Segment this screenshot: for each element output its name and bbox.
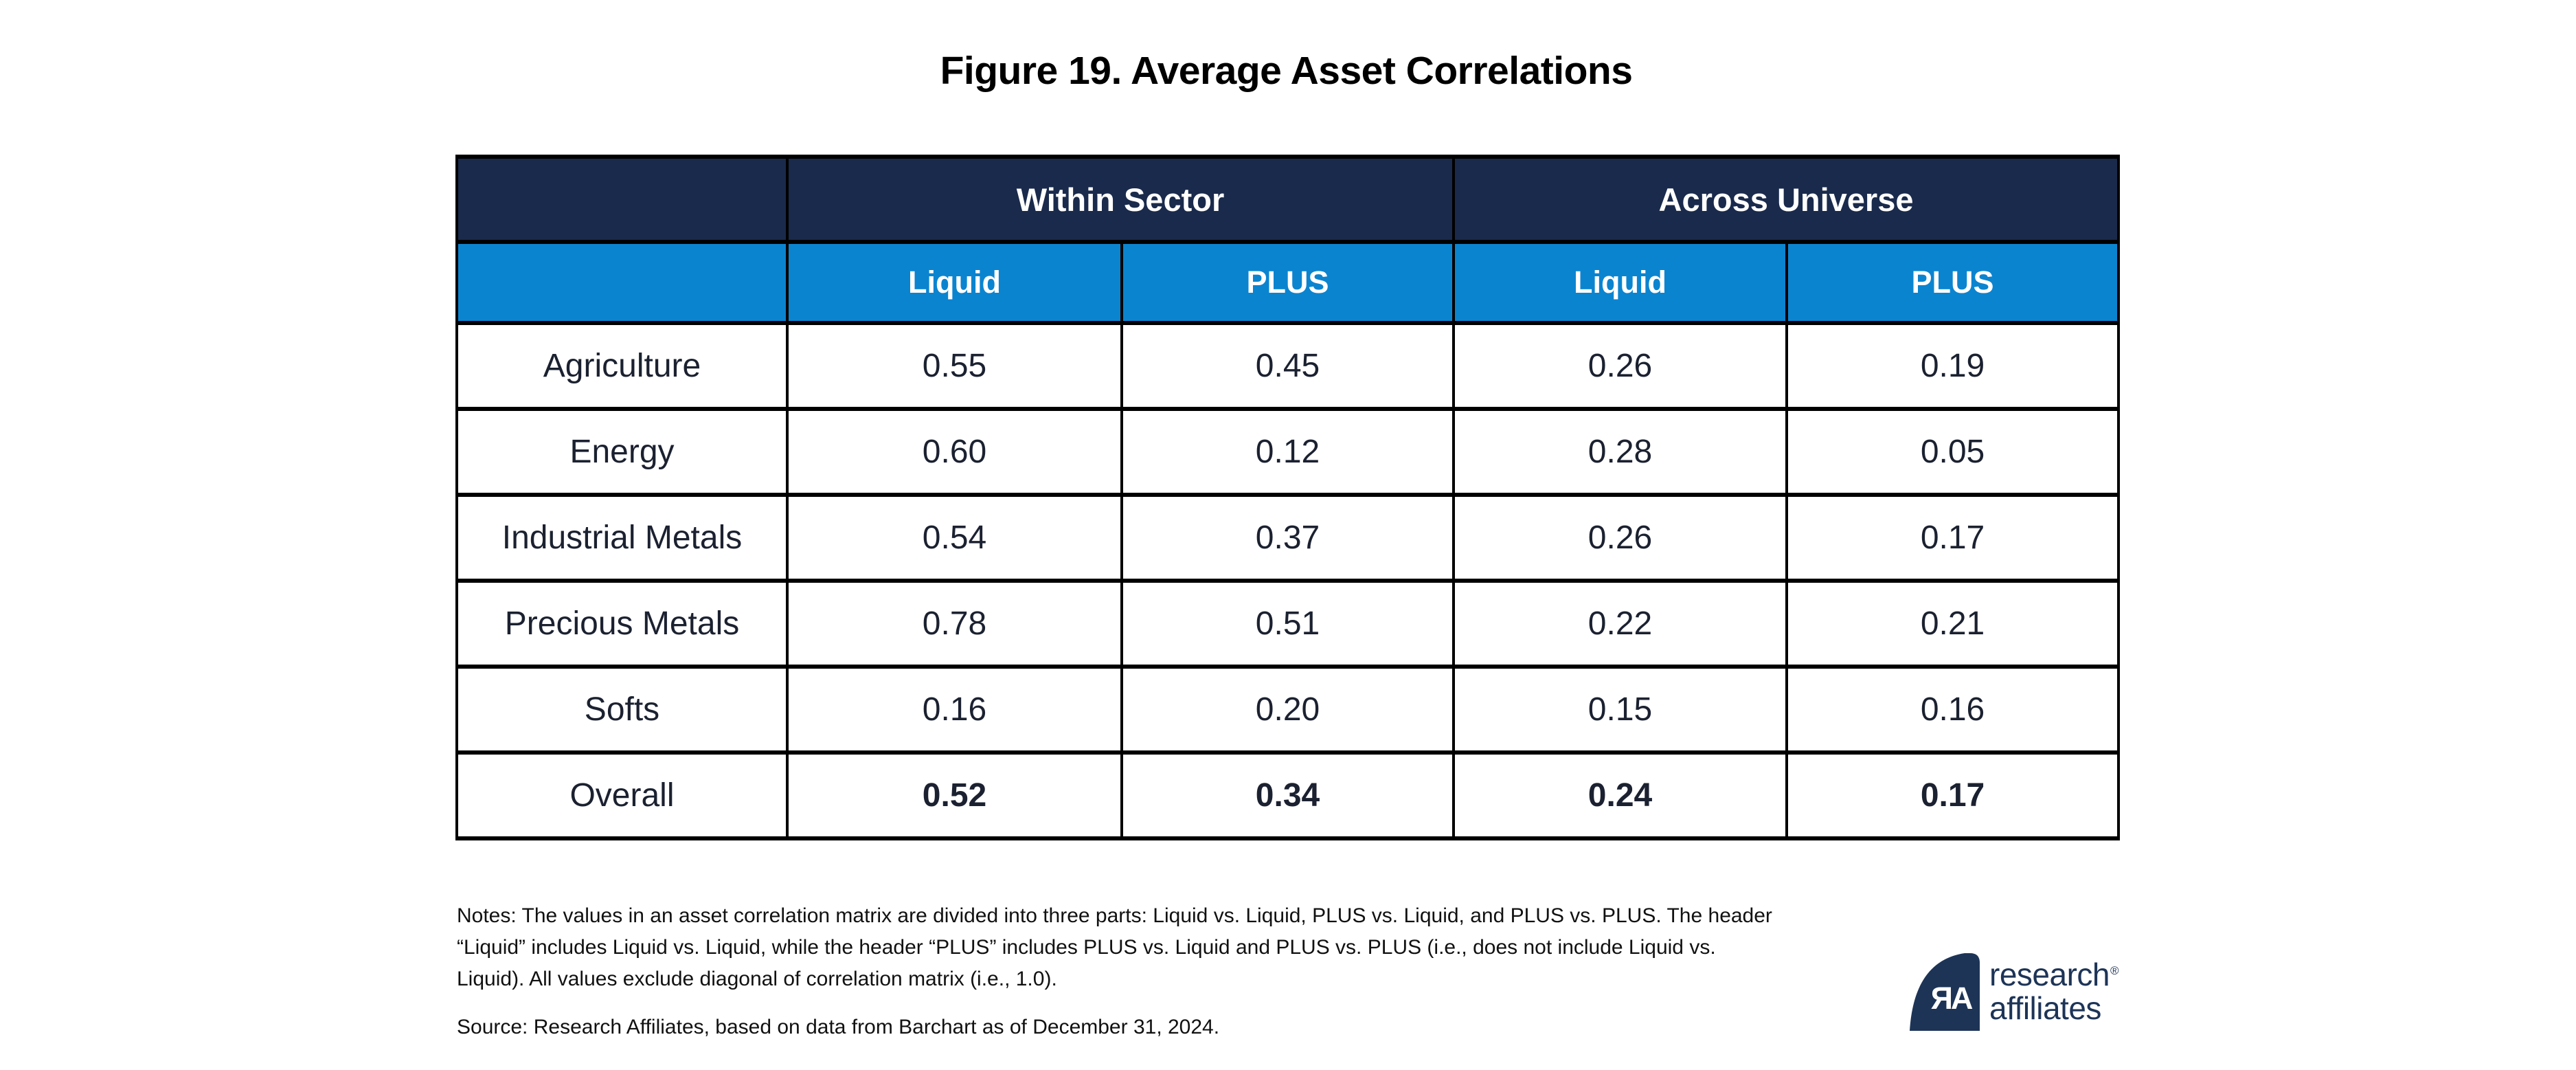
value-cell: 0.16 — [1785, 665, 2121, 755]
value-cell: 0.54 — [786, 493, 1123, 583]
row-label: Energy — [455, 407, 789, 497]
corner-blank-cell — [455, 155, 789, 244]
value-cell: 0.55 — [786, 321, 1123, 411]
sub-header-liquid-within: Liquid — [786, 240, 1123, 325]
corner-blank-cell — [455, 240, 789, 325]
value-cell: 0.20 — [1120, 665, 1456, 755]
value-cell: 0.28 — [1452, 407, 1789, 497]
logo-monogram: ЯA — [1931, 981, 1973, 1016]
value-cell: 0.17 — [1785, 493, 2121, 583]
sub-header-row: Liquid PLUS Liquid PLUS — [455, 240, 2121, 325]
table-row-energy: Energy 0.60 0.12 0.28 0.05 — [455, 407, 2121, 497]
correlations-table: Within Sector Across Universe Liquid PLU… — [455, 155, 2121, 840]
registered-trademark-icon: ® — [2110, 964, 2119, 977]
logo-word-research: research — [1989, 957, 2110, 992]
value-cell: 0.26 — [1452, 321, 1789, 411]
table-row-agriculture: Agriculture 0.55 0.45 0.26 0.19 — [455, 321, 2121, 411]
value-cell: 0.37 — [1120, 493, 1456, 583]
value-cell: 0.26 — [1452, 493, 1789, 583]
group-header-across-universe: Across Universe — [1452, 155, 2121, 244]
value-cell: 0.51 — [1120, 579, 1456, 669]
logo-wordmark: research® affiliates — [1989, 957, 2119, 1026]
group-header-row: Within Sector Across Universe — [455, 155, 2121, 244]
value-cell: 0.34 — [1120, 750, 1456, 840]
row-label: Industrial Metals — [455, 493, 789, 583]
logo-word-affiliates: affiliates — [1989, 990, 2101, 1026]
value-cell: 0.21 — [1785, 579, 2121, 669]
value-cell: 0.05 — [1785, 407, 2121, 497]
figure-notes: Notes: The values in an asset correlatio… — [457, 904, 1772, 990]
value-cell: 0.17 — [1785, 750, 2121, 840]
value-cell: 0.24 — [1452, 750, 1789, 840]
row-label: Agriculture — [455, 321, 789, 411]
row-label: Overall — [455, 750, 789, 840]
research-affiliates-logo: ЯA research® affiliates — [1910, 952, 2119, 1031]
value-cell: 0.15 — [1452, 665, 1789, 755]
table-row-overall: Overall 0.52 0.34 0.24 0.17 — [455, 750, 2121, 840]
figure-source: Source: Research Affiliates, based on da… — [457, 1016, 1220, 1038]
value-cell: 0.22 — [1452, 579, 1789, 669]
value-cell: 0.19 — [1785, 321, 2121, 411]
table-row-industrial-metals: Industrial Metals 0.54 0.37 0.26 0.17 — [455, 493, 2121, 583]
table-row-softs: Softs 0.16 0.20 0.15 0.16 — [455, 665, 2121, 755]
value-cell: 0.12 — [1120, 407, 1456, 497]
sub-header-plus-within: PLUS — [1120, 240, 1456, 325]
value-cell: 0.45 — [1120, 321, 1456, 411]
sub-header-liquid-across: Liquid — [1452, 240, 1789, 325]
row-label: Precious Metals — [455, 579, 789, 669]
table-row-precious-metals: Precious Metals 0.78 0.51 0.22 0.21 — [455, 579, 2121, 669]
group-header-within-sector: Within Sector — [785, 155, 1456, 244]
figure-title: Figure 19. Average Asset Correlations — [940, 49, 1633, 93]
value-cell: 0.52 — [786, 750, 1123, 840]
row-label: Softs — [455, 665, 789, 755]
value-cell: 0.16 — [786, 665, 1123, 755]
research-affiliates-logo-icon: ЯA — [1910, 953, 1980, 1031]
sub-header-plus-across: PLUS — [1785, 240, 2121, 325]
value-cell: 0.60 — [786, 407, 1123, 497]
value-cell: 0.78 — [786, 579, 1123, 669]
